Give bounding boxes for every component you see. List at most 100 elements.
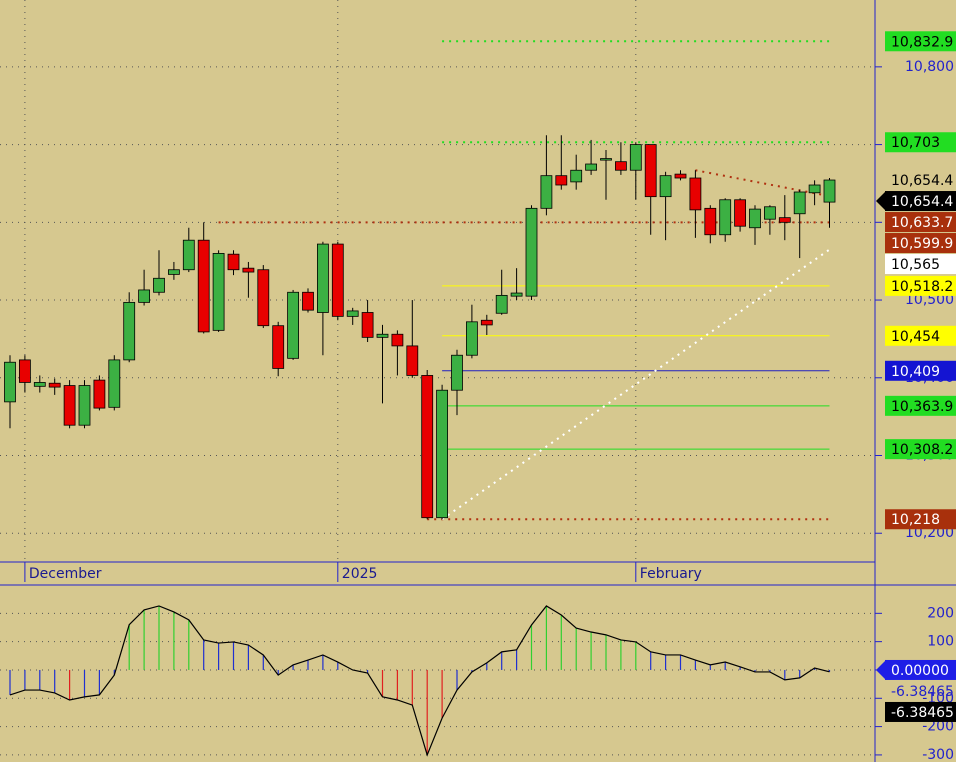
price-label-box: [885, 275, 956, 296]
candle-body: [644, 144, 657, 198]
candle-body: [615, 161, 627, 171]
candle-body: [719, 199, 732, 236]
candle-body: [600, 158, 612, 161]
candle-body: [793, 191, 806, 215]
price-label: 10,409: [891, 364, 940, 380]
candle-body: [48, 382, 61, 388]
price-label: 10,654.4: [891, 194, 953, 210]
candle-body: [182, 239, 195, 271]
price-label: 10,633.7: [891, 215, 953, 231]
y-tick-label: 200: [927, 605, 954, 621]
candle-body: [480, 319, 493, 326]
candle-body: [346, 310, 359, 317]
y-tick-label: -200: [922, 719, 954, 735]
candle-body: [525, 207, 538, 297]
candle-body: [123, 301, 136, 361]
candle-body: [421, 375, 434, 519]
price-label-box: [885, 360, 956, 381]
candle-body: [778, 217, 791, 223]
price-label-box: [885, 701, 956, 722]
price-label: 10,599.9: [891, 236, 953, 252]
price-label: 0.00000: [891, 663, 949, 679]
price-label-box: [885, 439, 956, 460]
candle-body: [227, 253, 240, 271]
price-label: 10,654.4: [891, 173, 953, 189]
candle-body: [674, 173, 687, 179]
price-label-box: [885, 254, 956, 275]
x-tick-label: February: [640, 566, 702, 582]
candle-body: [153, 277, 165, 293]
candle-body: [138, 289, 151, 303]
candle-body: [167, 269, 180, 275]
overlay-line: [441, 248, 831, 521]
candle-body: [63, 385, 76, 426]
candle-body: [33, 382, 46, 387]
price-label: 10,832.9: [891, 34, 953, 50]
y-tick-label: -300: [922, 747, 954, 762]
candle-body: [376, 333, 389, 338]
candle-body: [823, 179, 836, 203]
candle-body: [406, 345, 419, 376]
candle-body: [331, 243, 344, 317]
candle-body: [242, 267, 255, 273]
candle-body: [197, 239, 210, 333]
price-label-box: [885, 191, 956, 212]
price-label-arrow: [876, 191, 886, 212]
price-label-box: [885, 233, 956, 254]
x-tick-label: 2025: [342, 566, 378, 582]
price-label: 10,454: [891, 329, 940, 345]
candle-body: [78, 385, 91, 426]
candle-body: [704, 207, 717, 236]
candle-body: [272, 325, 285, 369]
overlay-line: [695, 169, 830, 198]
price-label: 10,363.9: [891, 399, 953, 415]
y-tick-label: 10,800: [905, 59, 954, 75]
candle-body: [18, 359, 31, 383]
price-label-box: [885, 509, 956, 530]
price-label: 10,308.2: [891, 442, 953, 458]
y-tick-label: 10,500: [905, 292, 954, 308]
candle-body: [436, 389, 449, 519]
candle-body: [734, 199, 746, 227]
candle-body: [570, 169, 583, 183]
candle-body: [361, 312, 374, 338]
candle-body: [287, 291, 300, 359]
candle-body: [629, 144, 642, 171]
y-tick-label: 100: [927, 634, 954, 650]
indicator-line: [9, 605, 830, 757]
candle-body: [510, 292, 523, 297]
price-label: 10,218: [891, 512, 940, 528]
price-label-arrow: [876, 659, 886, 680]
candle-body: [659, 175, 672, 198]
candle-body: [108, 359, 121, 408]
price-label: -6.38465: [891, 684, 954, 700]
price-label-box: [885, 325, 956, 346]
candle-body: [316, 243, 329, 313]
candle-body: [465, 321, 478, 356]
candle-body: [540, 175, 553, 209]
price-label: 10,518.2: [891, 279, 953, 295]
candle-body: [585, 163, 597, 171]
candle-body: [212, 253, 225, 331]
price-label-box: [885, 659, 956, 680]
candle-body: [451, 354, 463, 391]
price-label-box: [885, 132, 956, 153]
candle-body: [689, 177, 702, 211]
candle-body: [495, 294, 508, 314]
x-tick-label: December: [29, 566, 102, 582]
candle-body: [764, 206, 776, 220]
price-label: 10,565: [891, 257, 940, 273]
candle-body: [4, 361, 16, 403]
candle-body: [555, 175, 568, 186]
price-label-box: [885, 395, 956, 416]
candle-body: [93, 379, 106, 409]
price-label: 10,703: [891, 135, 940, 151]
candle-body: [391, 333, 404, 347]
candle-body: [808, 184, 821, 194]
price-label-box: [885, 31, 956, 52]
candle-body: [749, 208, 761, 229]
price-label-box: [885, 212, 956, 233]
candle-body: [302, 291, 314, 311]
